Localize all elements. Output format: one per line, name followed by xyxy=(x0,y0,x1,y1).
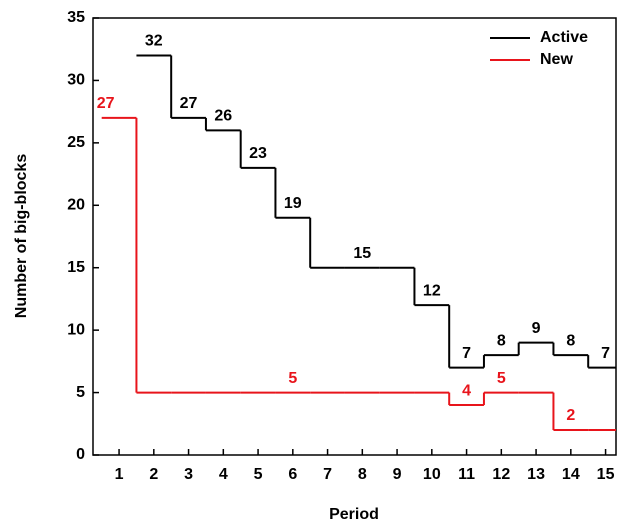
y-tick-label: 0 xyxy=(76,446,85,463)
y-tick-label: 20 xyxy=(67,197,85,214)
x-tick-label: 2 xyxy=(149,466,158,483)
y-tick-label: 30 xyxy=(67,72,85,89)
value-label: 15 xyxy=(353,245,371,262)
y-tick-label: 35 xyxy=(67,9,85,26)
x-tick-label: 10 xyxy=(423,466,441,483)
plot-frame xyxy=(92,17,617,456)
x-tick-label: 6 xyxy=(288,466,297,483)
x-tick-label: 7 xyxy=(323,466,332,483)
value-label: 32 xyxy=(145,33,163,50)
value-label: 26 xyxy=(214,108,232,125)
x-tick-label: 8 xyxy=(358,466,367,483)
y-tick-label: 10 xyxy=(67,321,85,338)
value-label: 23 xyxy=(249,145,267,162)
value-label: 2 xyxy=(566,407,575,424)
value-label: 9 xyxy=(532,320,541,337)
legend-label: Active xyxy=(540,29,588,46)
value-label: 7 xyxy=(601,345,610,362)
legend-label: New xyxy=(540,51,573,68)
value-label: 12 xyxy=(423,282,441,299)
value-label: 4 xyxy=(462,382,471,399)
x-tick-label: 11 xyxy=(458,466,475,483)
y-tick-label: 5 xyxy=(76,384,85,401)
value-label: 19 xyxy=(284,195,302,212)
x-tick-label: 15 xyxy=(597,466,615,483)
value-label: 27 xyxy=(180,95,198,112)
x-tick-label: 9 xyxy=(393,466,402,483)
x-tick-label: 14 xyxy=(562,466,580,483)
x-axis-title: Period xyxy=(329,506,379,523)
x-tick-label: 12 xyxy=(492,466,510,483)
x-tick-label: 3 xyxy=(184,466,193,483)
value-label: 8 xyxy=(566,332,575,349)
y-axis-title: Number of big-blocks xyxy=(13,154,30,319)
value-label: 5 xyxy=(288,370,297,387)
value-label: 27 xyxy=(97,95,115,112)
y-tick-label: 15 xyxy=(67,259,85,276)
y-tick-label: 25 xyxy=(67,134,85,151)
value-label: 5 xyxy=(497,370,506,387)
value-label: 8 xyxy=(497,332,506,349)
x-tick-label: 4 xyxy=(219,466,228,483)
x-tick-label: 5 xyxy=(254,466,263,483)
value-label: 7 xyxy=(462,345,471,362)
x-tick-label: 13 xyxy=(527,466,545,483)
x-tick-label: 1 xyxy=(115,466,124,483)
